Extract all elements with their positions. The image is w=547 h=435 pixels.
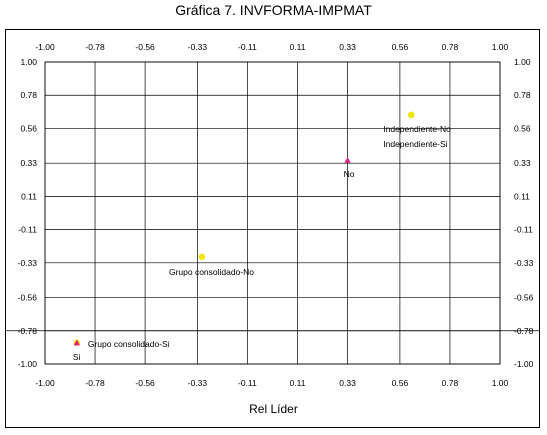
y-tick-label-right: -0.78 <box>514 326 534 336</box>
y-tick-label-right: 0.33 <box>514 158 531 168</box>
y-tick-label-left: 0.56 <box>20 123 37 133</box>
point-label: Grupo consolidado-Si <box>88 339 170 349</box>
y-tick-label-left: -1.00 <box>18 359 38 369</box>
x-tick-label-bottom: -1.00 <box>35 378 55 388</box>
point-label: Independiente-No <box>383 124 451 134</box>
y-tick-label-left: 0.11 <box>21 191 37 201</box>
x-tick-label-bottom: -0.33 <box>188 378 208 388</box>
y-tick-label-left: 1.00 <box>20 57 37 67</box>
plot-border <box>44 61 501 365</box>
point-label: Independiente-Si <box>383 139 447 149</box>
y-tick-label-left: -0.33 <box>18 258 38 268</box>
x-tick-label-bottom: 0.11 <box>290 378 306 388</box>
y-tick-label-right: 0.56 <box>514 123 531 133</box>
x-tick-label-top: 0.11 <box>290 42 306 52</box>
x-tick-label-top: 0.33 <box>339 42 356 52</box>
x-tick-label-top: 0.56 <box>392 42 409 52</box>
x-tick-label-bottom: 0.33 <box>339 378 356 388</box>
point-labels: Independiente-No Independiente-Si No Grupo … <box>73 124 451 362</box>
x-tick-label-top: -0.78 <box>85 42 105 52</box>
y-tick-label-right: -0.33 <box>514 258 534 268</box>
chart-frame <box>5 29 540 428</box>
x-tick-label-top: -0.56 <box>135 42 155 52</box>
x-tick-label-bottom: -0.11 <box>238 378 257 388</box>
data-points <box>73 111 415 347</box>
y-tick-label-right: 0.11 <box>514 191 530 201</box>
point-label: Si <box>73 352 81 362</box>
y-tick-label-left: -0.78 <box>18 326 38 336</box>
y-tick-label-right: -0.11 <box>514 225 533 235</box>
x-tick-label-bottom: -0.56 <box>135 378 155 388</box>
chart-title: Gráfica 7. INVFORMA-IMPMAT <box>175 2 372 18</box>
y-tick-label-left: -0.56 <box>18 293 38 303</box>
point-label: No <box>344 169 355 179</box>
x-tick-label-top: -0.11 <box>238 42 257 52</box>
point-label: Grupo consolidado-No <box>169 267 254 277</box>
data-point-triangle <box>344 156 351 163</box>
x-tick-label-bottom: 1.00 <box>492 378 509 388</box>
data-point-circle <box>198 253 206 260</box>
data-point-triangle <box>73 339 81 346</box>
x-tick-label-top: -0.33 <box>188 42 208 52</box>
x-axis-label: Rel Líder <box>249 402 298 416</box>
y-tick-label-right: -0.56 <box>514 293 534 303</box>
data-point-circle <box>408 111 415 119</box>
x-tick-label-bottom: 0.78 <box>442 378 459 388</box>
y-tick-label-left: -0.11 <box>18 225 37 235</box>
grid-lines <box>6 61 539 365</box>
x-tick-label-top: -1.00 <box>35 42 55 52</box>
y-tick-label-left: 0.33 <box>20 158 37 168</box>
x-tick-label-top: 0.78 <box>442 42 459 52</box>
y-tick-label-right: 1.00 <box>514 57 531 67</box>
y-tick-label-right: 0.78 <box>514 90 531 100</box>
tick-labels: -1.00 -1.00 -0.78 -0.78 -0.56 -0.56 -0.33 -0.33… <box>18 42 534 388</box>
x-tick-label-top: 1.00 <box>492 42 509 52</box>
y-tick-label-right: -1.00 <box>514 359 534 369</box>
y-tick-label-left: 0.78 <box>20 90 37 100</box>
x-tick-label-bottom: -0.78 <box>85 378 105 388</box>
x-tick-label-bottom: 0.56 <box>392 378 409 388</box>
